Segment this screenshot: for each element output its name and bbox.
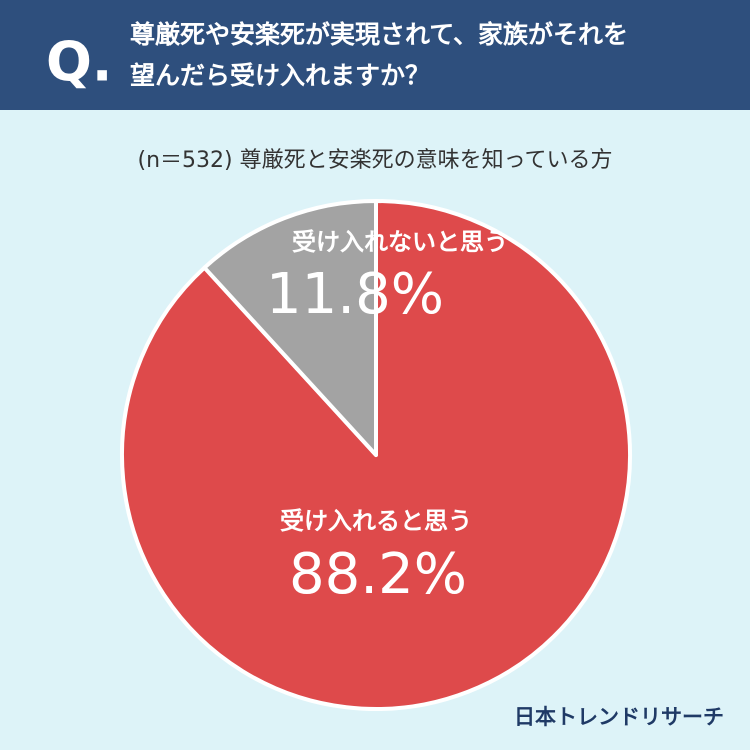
pie-slice	[202, 199, 378, 457]
slice-label: 受け入れないと思う	[292, 228, 508, 256]
chart-title: 望んだら受け入れますか？	[130, 61, 430, 90]
source: 日本トレンドリサーチ	[514, 705, 724, 729]
value-label: 88.2%	[289, 542, 467, 607]
chart-subtitle: (n＝532) 尊厳死と安楽死の意味を知っている方	[138, 148, 613, 173]
value-label: 11.8%	[266, 262, 444, 327]
header	[0, 0, 750, 110]
chart-title: 尊厳死や安楽死が実現されて、家族がそれを	[130, 20, 628, 49]
question-marker: Q.	[46, 31, 112, 94]
slice-label: 受け入れると思う	[280, 507, 472, 535]
